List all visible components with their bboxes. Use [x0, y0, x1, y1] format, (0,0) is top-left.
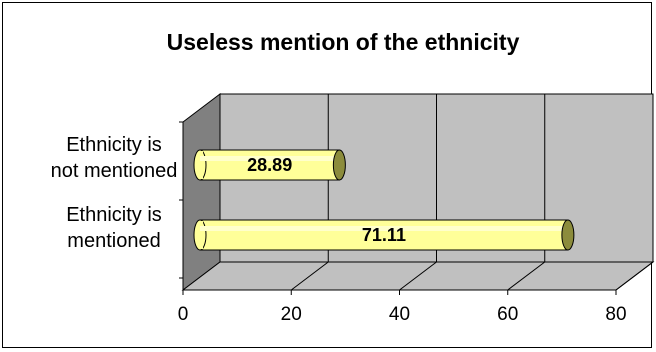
- data-label: 28.89: [247, 155, 292, 175]
- bar-start-fill: [200, 151, 203, 179]
- bar-start-fill: [200, 221, 203, 249]
- x-tick-label: 20: [281, 304, 302, 325]
- bar: 28.89: [193, 149, 346, 181]
- bars: 28.89 71.11: [193, 149, 575, 251]
- bar-highlight: [200, 226, 568, 231]
- bar-end-cap: [332, 149, 346, 181]
- category-label-line: Ethnicity is: [66, 134, 162, 156]
- x-axis: 0 20 40 60 80: [178, 121, 627, 325]
- category-label: Ethnicity is not mentioned: [51, 134, 178, 182]
- category-label-line: mentioned: [67, 230, 160, 252]
- category-label: Ethnicity is mentioned: [66, 204, 162, 252]
- x-tick-label: 0: [178, 304, 189, 325]
- category-label-line: not mentioned: [51, 160, 178, 182]
- floor-gridline: [290, 261, 329, 291]
- floor-gridline: [615, 261, 654, 291]
- category-labels: Ethnicity is not mentioned Ethnicity is men…: [51, 134, 178, 252]
- side-wall: [182, 92, 221, 292]
- bar: 71.11: [193, 219, 575, 251]
- plot-walls: [181, 92, 655, 292]
- chart-title: Useless mention of the ethnicity: [167, 29, 520, 55]
- x-tick-label: 60: [497, 304, 518, 325]
- floor-gridline: [507, 261, 546, 291]
- floor-gridline: [399, 261, 437, 291]
- x-tick-label: 80: [605, 304, 626, 325]
- x-tick-label: 40: [389, 304, 410, 325]
- category-label-line: Ethnicity is: [66, 204, 162, 226]
- bar-body: [199, 219, 569, 251]
- data-label: 71.11: [362, 225, 406, 245]
- bar-highlight: [200, 156, 340, 161]
- bar-end-cap: [561, 219, 575, 251]
